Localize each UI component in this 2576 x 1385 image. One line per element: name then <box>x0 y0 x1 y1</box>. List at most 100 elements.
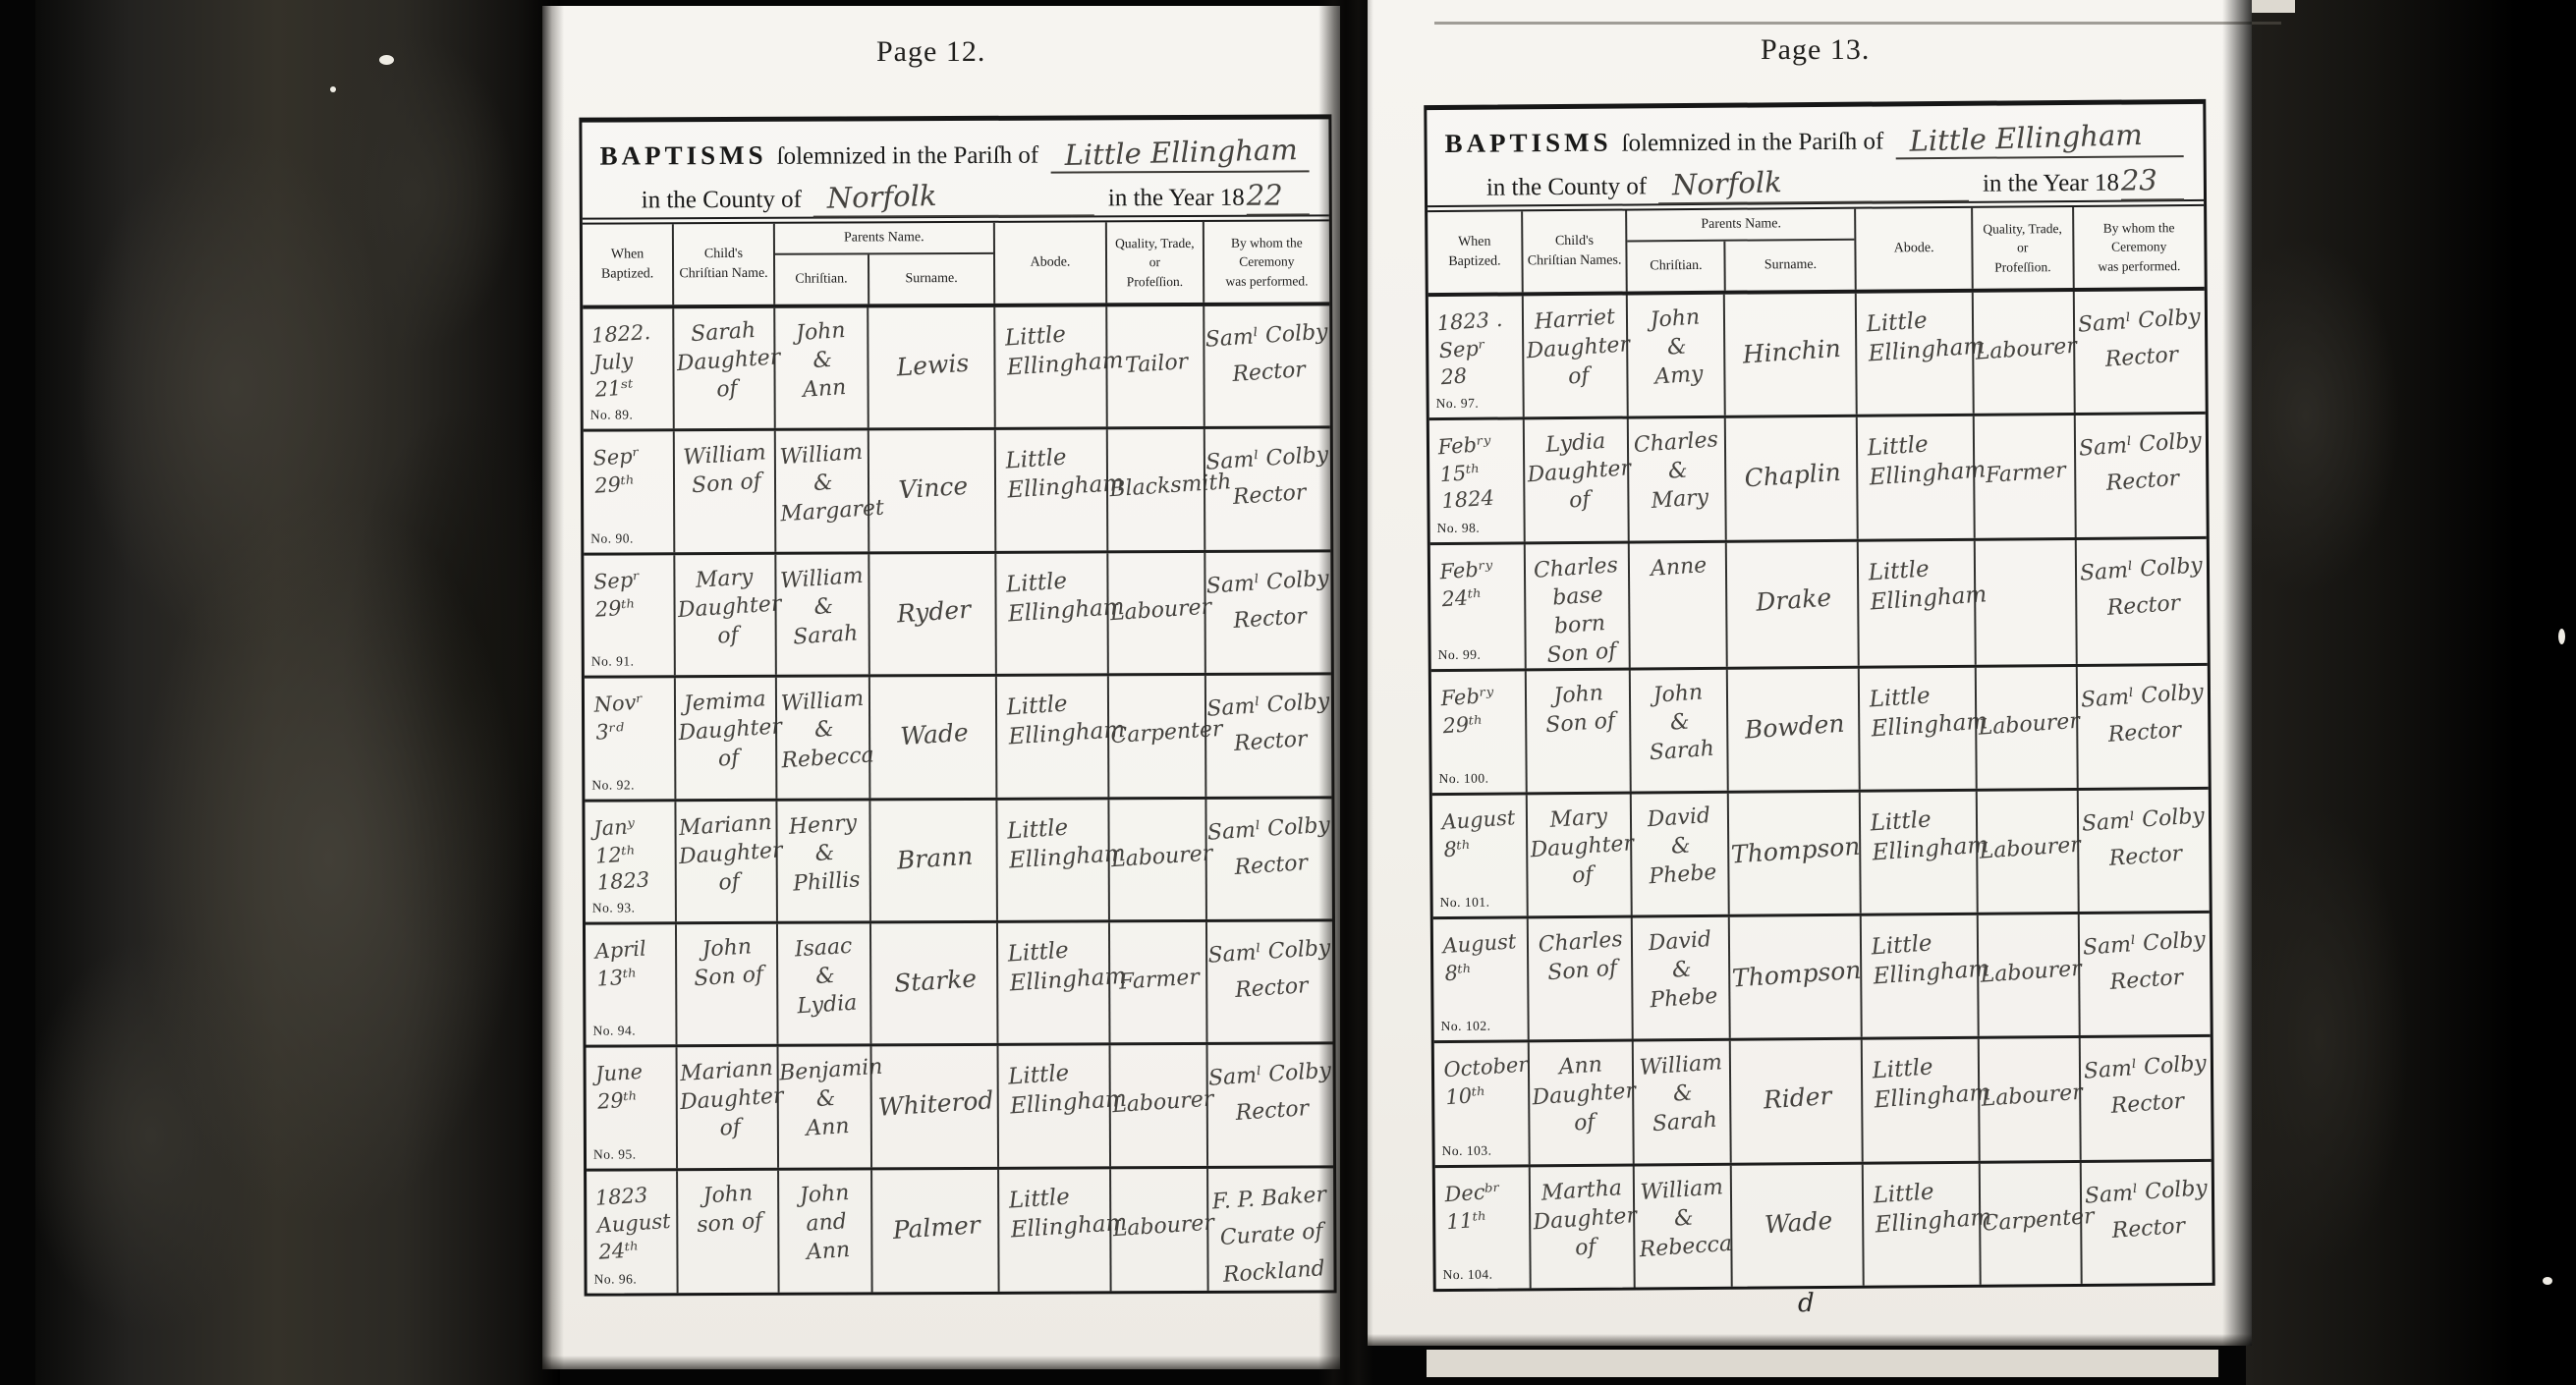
printed-county-label: in the County of <box>1485 173 1648 201</box>
baptisms-word: BAPTISMS <box>599 139 767 171</box>
column-headers: When Baptized. Child's Chriſtian Names. … <box>1428 205 2205 298</box>
child-name-cell: Mary Daughter of <box>1525 794 1635 916</box>
register-title-block: BAPTISMS ſolemnized in the Pariſh of Lit… <box>1427 103 2205 213</box>
catchword: d <box>1798 1289 1815 1318</box>
entry-number-label: No. 93. <box>591 900 636 915</box>
when-baptized-cell: April 13ᵗʰ No. 94. <box>586 924 676 1045</box>
surname-handwritten: Thompson <box>1730 831 1862 869</box>
parents-surname-cell: Starke <box>868 922 997 1044</box>
county-name-handwritten: Norfolk <box>826 178 938 215</box>
baptism-date-handwritten: June 29ᵗʰ <box>594 1060 644 1114</box>
register-rows: 1822. July 21ˢᵗ No. 89. Sarah Daughter o… <box>583 305 1334 1294</box>
abode-handwritten: Little Ellingham <box>1869 682 1989 743</box>
col-header-abode: Abode. <box>992 222 1106 304</box>
parents-christian-cell: William & Rebecca <box>774 677 874 799</box>
trade-handwritten: Labourer <box>1978 832 2082 864</box>
minister-handwritten: Samˡ Colby Rector <box>2076 305 2202 373</box>
parents-surname-cell: Ryder <box>868 553 995 675</box>
col-header-parents-name: Parents Name. Chriſtian. Surname. <box>772 222 994 305</box>
parents-christian-cell: Isaac & Lydia <box>775 923 870 1045</box>
surname-handwritten: Thompson <box>1731 955 1863 993</box>
when-baptized-cell: Decᵇʳ 11ᵗʰ No. 104. <box>1435 1167 1530 1289</box>
abode-handwritten: Little Ellingham <box>1005 568 1126 628</box>
entry-number-label: No. 103. <box>1441 1142 1492 1158</box>
minister-handwritten: Samˡ Colby Rector <box>2080 803 2206 872</box>
child-name-handwritten: Lydia Daughter of <box>1526 429 1632 514</box>
abode-cell: Little Ellingham <box>1859 791 1990 914</box>
baptism-date-handwritten: 1823 August 24ᵗʰ <box>594 1183 672 1264</box>
baptism-date-handwritten: 1822. July 21ˢᵗ <box>590 319 651 403</box>
abode-cell: Little Ellingham <box>1858 667 1989 790</box>
col-header-quality-trade: Quality, Trade, or Profeſſion. <box>1971 206 2073 289</box>
parents-christian-cell: John and Ann <box>776 1170 871 1293</box>
trade-cell: Labourer <box>1971 291 2078 415</box>
when-baptized-cell: August 8ᵗʰ No. 102. <box>1433 919 1528 1041</box>
entry-number-label: No. 92. <box>591 777 636 793</box>
minister-handwritten: Samˡ Colby Rector <box>2083 1175 2209 1244</box>
abode-handwritten: Little Ellingham <box>1873 1179 1993 1239</box>
minister-cell: Samˡ Colby Rector <box>1204 675 1332 797</box>
parents-christian-handwritten: William & Margaret <box>778 440 885 527</box>
minister-handwritten: Samˡ Colby Rector <box>2077 428 2203 497</box>
trade-handwritten: Labourer <box>1109 594 1212 627</box>
child-name-cell: Mariann Daughter of <box>675 1047 785 1169</box>
county-name-handwritten: Norfolk <box>1671 165 1783 202</box>
minister-cell: Samˡ Colby Rector <box>1203 428 1331 550</box>
baptism-register-table: BAPTISMS ſolemnized in the Pariſh of Lit… <box>1424 98 2215 1293</box>
entry-number-label: No. 99. <box>1437 646 1482 662</box>
paper-speck <box>379 55 394 65</box>
when-baptized-cell: June 29ᵗʰ No. 95. <box>587 1048 677 1169</box>
trade-cell: Labourer <box>1976 914 2083 1037</box>
child-name-handwritten: Mary Daughter of <box>677 564 783 649</box>
abode-cell: Little Ellingham <box>995 799 1126 920</box>
parents-christian-cell: David & Phebe <box>1630 793 1728 915</box>
parents-christian-cell: David & Phebe <box>1631 916 1729 1039</box>
when-baptized-cell: Febʳʸ 29ᵗʰ No. 100. <box>1431 671 1526 793</box>
minister-cell: Samˡ Colby Rector <box>2078 1037 2212 1160</box>
trade-cell: Farmer <box>1972 416 2075 538</box>
parents-christian-cell: John & Sarah <box>1629 669 1727 792</box>
title-line-1: BAPTISMS ſolemnized in the Pariſh of Lit… <box>1444 118 2184 163</box>
abode-handwritten: Little Ellingham <box>1004 444 1125 505</box>
baptism-date-handwritten: Febʳʸ 29ᵗʰ <box>1439 683 1495 738</box>
when-baptized-cell: Febʳʸ 15ᵗʰ 1824 No. 98. <box>1429 420 1524 542</box>
parents-christian-handwritten: William & Sarah <box>1639 1050 1724 1137</box>
title-line-1: BAPTISMS ſolemnized in the Pariſh of Lit… <box>599 133 1310 175</box>
col-header-when-baptized: When Baptized. <box>1448 234 1501 269</box>
child-name-cell: John Son of <box>1524 670 1631 793</box>
child-name-cell: Jemima Daughter of <box>674 678 783 799</box>
abode-handwritten: Little Ellingham <box>1007 1061 1128 1121</box>
baptism-entry-row: Janʸ 12ᵗʰ 1823 No. 93. Mariann Daughter … <box>585 795 1332 922</box>
book-gutter-shadow <box>1318 0 1373 1385</box>
col-header-when-baptized: When Baptized. <box>601 247 654 282</box>
minister-cell: Samˡ Colby Rector <box>2076 789 2210 913</box>
abode-handwritten: Little Ellingham <box>1868 555 1988 616</box>
abode-cell: Little Ellingham <box>1862 1163 1993 1286</box>
trade-handwritten <box>1975 536 2076 586</box>
parents-christian-handwritten: John & Sarah <box>1649 680 1716 765</box>
trade-handwritten: Labourer <box>1110 841 1213 872</box>
col-header-childs-name: Child's Chriſtian Names. <box>1520 210 1627 293</box>
parents-christian-cell: Henry & Phillis <box>775 801 869 921</box>
col-header-abode: Abode. <box>1854 207 1972 290</box>
parents-name-header: Parents Name. <box>1627 208 1855 243</box>
parents-surname-cell: Rider <box>1728 1040 1863 1163</box>
paper-speck <box>2558 629 2565 644</box>
child-name-handwritten: Charles Son of <box>1537 927 1624 986</box>
trade-handwritten: Carpenter <box>1109 717 1224 749</box>
minister-cell: F. P. Baker Curate of Rockland <box>1205 1168 1334 1291</box>
entry-number-label: No. 101. <box>1439 894 1490 911</box>
surname-handwritten: Ryder <box>895 594 972 629</box>
trade-handwritten: Farmer <box>1985 458 2067 489</box>
when-baptized-cell: August 8ᵗʰ No. 101. <box>1432 795 1527 916</box>
parents-surname-cell: Vince <box>867 430 995 552</box>
parents-christian-handwritten: Benjamin & Ann <box>778 1055 883 1142</box>
surname-handwritten: Palmer <box>891 1210 981 1245</box>
baptism-entry-row: Decᵇʳ 11ᵗʰ No. 104. Martha Daughter of W… <box>1434 1158 2212 1290</box>
entry-number-label: No. 97. <box>1435 395 1480 412</box>
when-baptized-cell: Sepʳ 29ᵗʰ No. 90. <box>584 432 674 553</box>
abode-cell: Little Ellingham <box>997 1169 1128 1292</box>
parents-surname-cell: Chaplin <box>1723 416 1858 540</box>
page-crease-line <box>1434 22 2281 25</box>
parents-christian-cell: William & Sarah <box>1632 1041 1730 1164</box>
